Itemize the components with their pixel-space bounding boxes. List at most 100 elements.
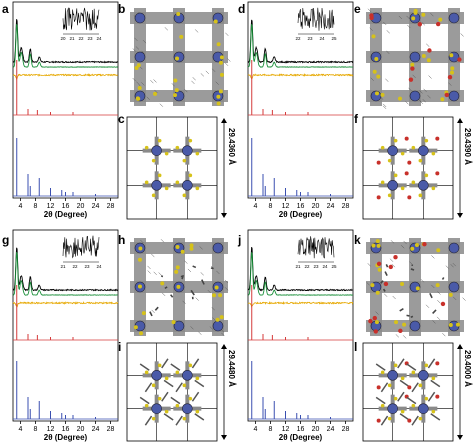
side-chain [194, 379, 205, 388]
metal-node [134, 51, 146, 63]
sulfur-atom [418, 158, 423, 163]
sulfur-atom [175, 180, 180, 185]
panel-letter-i: i [118, 340, 122, 354]
sulfur-atom [144, 180, 149, 185]
inset-tick-label: 21 [69, 36, 75, 41]
sulfur-atom [440, 97, 445, 102]
sulfur-atom [376, 243, 381, 248]
sulfur-atom [435, 283, 440, 288]
x-tick-label: 20 [77, 203, 85, 210]
bond-stroke [427, 95, 431, 99]
sulfur-atom [387, 193, 392, 198]
oxygen-atom [393, 255, 398, 260]
inset-tick-label: 23 [313, 264, 319, 269]
refined-pattern [12, 24, 118, 68]
bond-stroke [216, 270, 220, 275]
inset-tick-label: 25 [331, 36, 337, 41]
sulfur-atom [450, 66, 455, 71]
guest-chain [441, 277, 445, 280]
sulfur-atom [393, 396, 398, 401]
bond-stroke [382, 105, 387, 110]
sulfur-atom [377, 267, 382, 272]
sulfur-atom [157, 363, 162, 368]
oxygen-atom [368, 318, 373, 324]
bond-stroke [408, 87, 412, 92]
guest-chain [399, 308, 404, 312]
sulfur-atom [137, 85, 142, 90]
side-chain [380, 415, 389, 426]
sulfur-atom [426, 58, 431, 63]
sulfur-atom [144, 370, 149, 375]
metal-node [212, 242, 224, 254]
sulfur-atom [195, 151, 200, 156]
sulfur-atom [448, 292, 453, 297]
metal-node [418, 370, 429, 381]
xrd-plot-d: 4 8 12 16 20 24 28 2θ (Degree) 22 23 24 25 [247, 1, 354, 219]
guest-chain [164, 286, 168, 290]
sulfur-atom [431, 151, 436, 156]
side-chain [170, 363, 181, 371]
framework-structure-k [362, 234, 468, 340]
side-chain [163, 413, 174, 421]
bond-stroke [171, 83, 175, 87]
sulfur-atom [219, 72, 224, 77]
sulfur-atom [176, 284, 181, 289]
sulfur-atom [175, 244, 180, 249]
sulfur-atom [136, 63, 141, 68]
bond-stroke [151, 253, 155, 258]
bond-stroke [422, 99, 426, 103]
inset-noise-trace [297, 236, 335, 259]
unit-cell-view-l [362, 342, 454, 442]
bond-stroke [153, 79, 157, 83]
guest-chain [181, 274, 185, 280]
panel-letter-d: d [238, 2, 246, 16]
x-tick-label: 12 [282, 203, 290, 210]
sulfur-atom [164, 186, 169, 191]
side-chain [375, 396, 386, 405]
guest-chain [410, 268, 415, 271]
oxygen-atom [422, 242, 427, 247]
x-tick-label: 20 [312, 426, 320, 433]
sulfur-atom [450, 70, 455, 75]
guest-chain [170, 294, 174, 298]
sulfur-atom [182, 158, 187, 163]
dimension-arrow-f [457, 118, 463, 218]
metal-node [212, 320, 224, 332]
bond-stroke [140, 239, 144, 244]
sulfur-atom [133, 325, 138, 330]
bond-stroke [198, 331, 202, 335]
metal-node [448, 281, 460, 293]
x-tick-label: 8 [269, 203, 273, 210]
x-tick-label: 16 [62, 203, 70, 210]
oxygen-atom [376, 261, 382, 267]
oxygen-atom [407, 385, 412, 390]
x-tick-label: 12 [47, 203, 55, 210]
x-tick-label: 16 [297, 426, 305, 433]
sulfur-atom [188, 138, 193, 143]
bond-stroke [184, 260, 188, 264]
bond-stroke [158, 272, 162, 276]
x-tick-label: 28 [107, 203, 115, 210]
guest-chain [429, 292, 433, 299]
oxygen-atom [435, 171, 440, 176]
bond-stroke [200, 73, 204, 77]
x-tick-label: 20 [312, 203, 320, 210]
side-chain [430, 379, 441, 388]
bond-stroke [398, 15, 403, 20]
plot-frame [247, 1, 354, 199]
bond-stroke [147, 265, 151, 270]
sulfur-atom [189, 243, 194, 248]
sulfur-atom [393, 138, 398, 143]
side-chain [406, 396, 417, 405]
metal-node [387, 145, 398, 156]
sulfur-atom [418, 193, 423, 198]
sulfur-atom [449, 53, 454, 58]
sulfur-atom [141, 311, 146, 316]
bond-stroke [452, 296, 457, 301]
experimental-pattern [247, 19, 354, 64]
metal-node [151, 180, 162, 191]
bond-stroke [150, 79, 154, 84]
oxygen-atom [435, 361, 440, 366]
sulfur-atom [418, 416, 423, 421]
sulfur-atom [380, 403, 385, 408]
